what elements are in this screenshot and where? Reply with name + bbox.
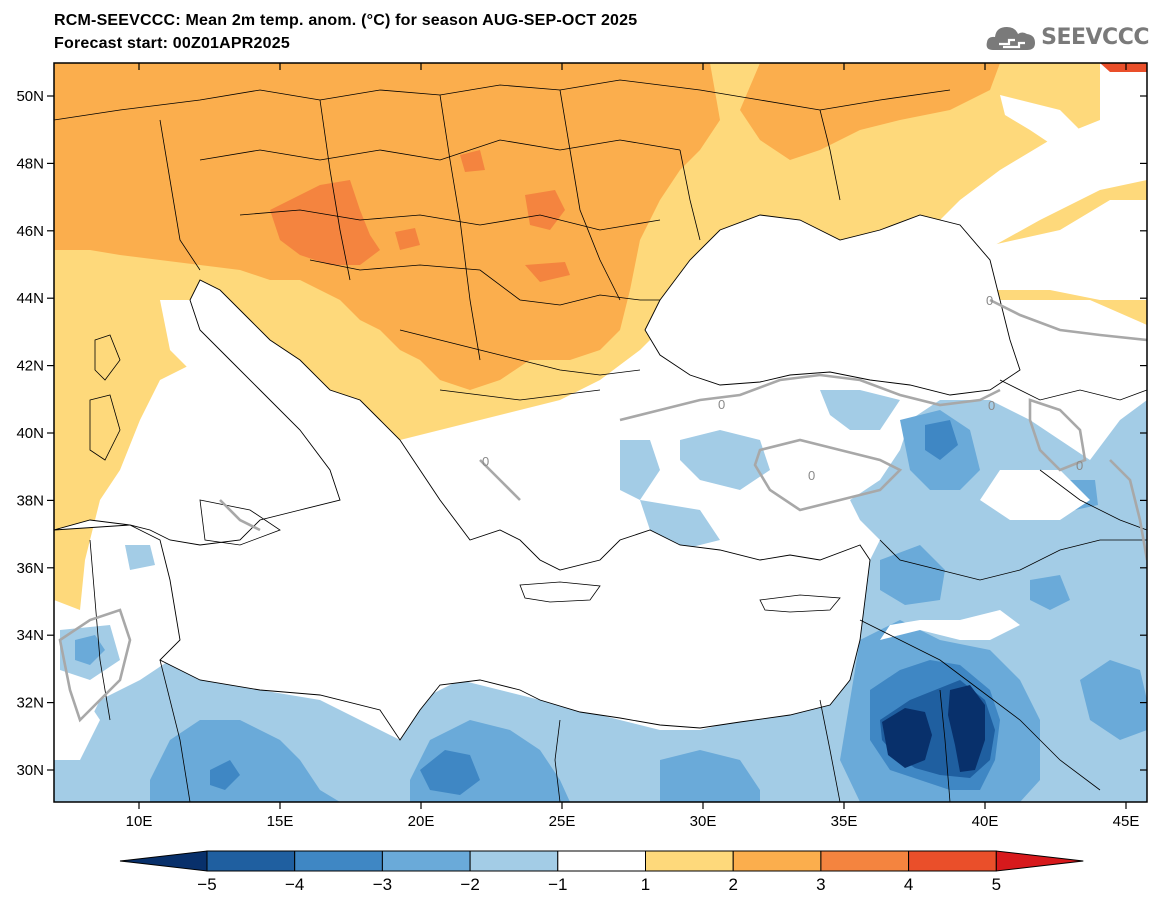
colorbar-label: −4 — [285, 875, 304, 894]
lon-tick-label: 35E — [831, 813, 858, 830]
colorbar-label: 1 — [641, 875, 650, 894]
map-field: 0 0 0 0 0 0 — [54, 63, 1147, 802]
colorbar-segment — [645, 850, 734, 872]
colorbar-segment — [469, 850, 559, 872]
contour-label-0: 0 — [986, 293, 993, 308]
latitude-axis: 50N 48N 46N 44N 42N 40N 38N 36N 34N 32N 30N — [16, 88, 1147, 779]
lon-tick-label: 25E — [549, 813, 576, 830]
contour-label-0: 0 — [482, 454, 489, 469]
lon-tick-label: 10E — [126, 813, 153, 830]
lat-tick-label: 46N — [16, 223, 44, 240]
lon-tick-label: 45E — [1113, 813, 1140, 830]
lon-tick-label: 30E — [690, 813, 717, 830]
colorbar-segment — [732, 850, 822, 872]
colorbar-segment — [294, 850, 383, 872]
country-borders — [54, 79, 1147, 802]
lat-tick-label: 36N — [16, 560, 44, 577]
colorbar-label: −1 — [548, 875, 567, 894]
colorbar-segment — [820, 850, 910, 872]
longitude-axis: 10E 15E 20E 25E 30E 35E 40E 45E — [126, 63, 1140, 830]
lat-tick-label: 32N — [16, 695, 44, 712]
contour-label-0: 0 — [808, 468, 815, 483]
cloud-logo-icon — [986, 27, 1036, 50]
lon-tick-label: 20E — [408, 813, 435, 830]
sea-mask-mediterranean — [54, 279, 871, 741]
forecast-start-subtitle: Forecast start: 00Z01APR2025 — [54, 35, 290, 52]
map-title: RCM-SEEVCCC: Mean 2m temp. anom. (°C) fo… — [54, 12, 638, 29]
lat-tick-label: 50N — [16, 88, 44, 105]
lat-tick-label: 38N — [16, 492, 44, 509]
lon-tick-label: 40E — [972, 813, 999, 830]
lat-tick-label: 44N — [16, 290, 44, 307]
warm-region-4-5 — [1100, 63, 1147, 72]
lat-tick-label: 34N — [16, 627, 44, 644]
lon-tick-label: 15E — [267, 813, 294, 830]
colorbar-label: 2 — [728, 875, 737, 894]
colorbar-label: −2 — [460, 875, 479, 894]
sea-mask-black-sea — [644, 214, 1021, 396]
contour-label-0: 0 — [1076, 458, 1083, 473]
colorbar-segment — [381, 850, 471, 872]
seevccc-logo: SEEVCCC — [985, 22, 1149, 52]
zero-contours — [58, 298, 1147, 723]
warm-region-3-4 — [270, 150, 570, 282]
colorbar-label: 5 — [992, 875, 1001, 894]
colorbar-label: 4 — [904, 875, 913, 894]
contour-label-0: 0 — [988, 398, 995, 413]
colorbar-segment — [908, 850, 997, 872]
colorbar-label: 3 — [816, 875, 825, 894]
lat-tick-label: 30N — [16, 762, 44, 779]
lat-tick-label: 42N — [16, 358, 44, 375]
colorbar: −5 −4 −3 −2 −1 1 2 3 4 5 — [119, 850, 1084, 894]
colorbar-extend-high — [995, 850, 1084, 872]
contour-label-0: 0 — [718, 397, 725, 412]
cool-region-below-5 — [882, 685, 985, 772]
lat-tick-label: 48N — [16, 155, 44, 172]
colorbar-extend-low — [119, 850, 208, 872]
colorbar-label: −3 — [373, 875, 392, 894]
colorbar-segment — [206, 850, 296, 872]
colorbar-segment — [557, 850, 646, 872]
warm-region-2-3 — [54, 63, 1000, 390]
logo-text: SEEVCCC — [1041, 24, 1149, 50]
lat-tick-label: 40N — [16, 425, 44, 442]
colorbar-label: −5 — [197, 875, 216, 894]
